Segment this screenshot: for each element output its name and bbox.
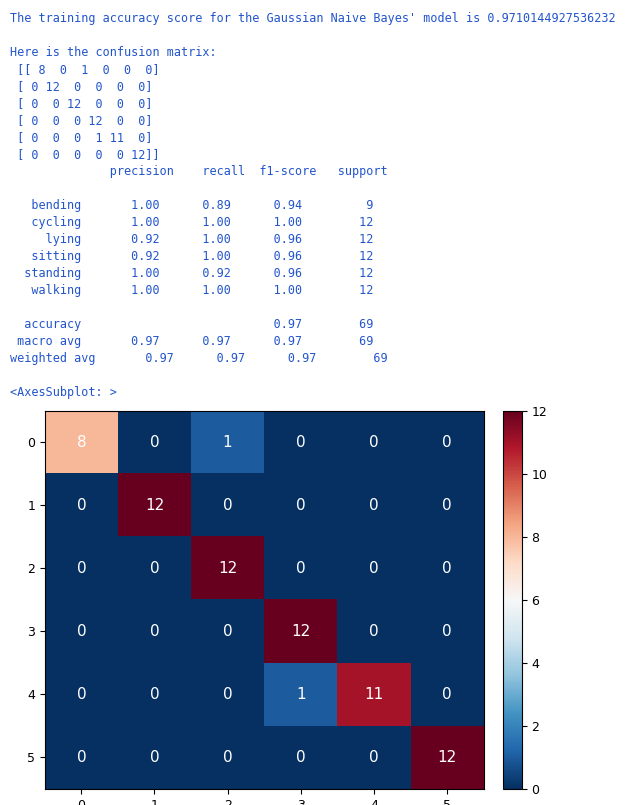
Text: 1: 1: [296, 687, 305, 702]
Text: 0: 0: [77, 750, 86, 765]
Text: 0: 0: [150, 687, 159, 702]
Text: 0: 0: [223, 687, 232, 702]
Text: 0: 0: [150, 750, 159, 765]
Text: 0: 0: [442, 497, 452, 513]
Text: 0: 0: [442, 687, 452, 702]
Text: 0: 0: [150, 624, 159, 638]
Text: 0: 0: [442, 561, 452, 576]
Text: 1: 1: [223, 435, 232, 449]
Text: 0: 0: [296, 750, 305, 765]
Text: 0: 0: [150, 561, 159, 576]
Text: 12: 12: [145, 497, 164, 513]
Text: 0: 0: [442, 624, 452, 638]
Text: 0: 0: [223, 750, 232, 765]
Text: 0: 0: [369, 497, 379, 513]
Text: 0: 0: [369, 561, 379, 576]
Text: 0: 0: [369, 750, 379, 765]
Text: 0: 0: [77, 687, 86, 702]
Text: 0: 0: [77, 561, 86, 576]
Text: 0: 0: [296, 561, 305, 576]
Text: 0: 0: [223, 497, 232, 513]
Text: The training accuracy score for the Gaussian Naive Bayes' model is 0.97101449275: The training accuracy score for the Gaus…: [10, 12, 615, 399]
Text: 0: 0: [369, 624, 379, 638]
Text: 8: 8: [77, 435, 86, 449]
Text: 0: 0: [296, 435, 305, 449]
Text: 0: 0: [369, 435, 379, 449]
Text: 12: 12: [437, 750, 456, 765]
Text: 12: 12: [218, 561, 237, 576]
Text: 0: 0: [223, 624, 232, 638]
Text: 0: 0: [77, 624, 86, 638]
Text: 0: 0: [442, 435, 452, 449]
Text: 0: 0: [77, 497, 86, 513]
Text: 0: 0: [150, 435, 159, 449]
Text: 11: 11: [364, 687, 383, 702]
Text: 12: 12: [291, 624, 310, 638]
Text: 0: 0: [296, 497, 305, 513]
